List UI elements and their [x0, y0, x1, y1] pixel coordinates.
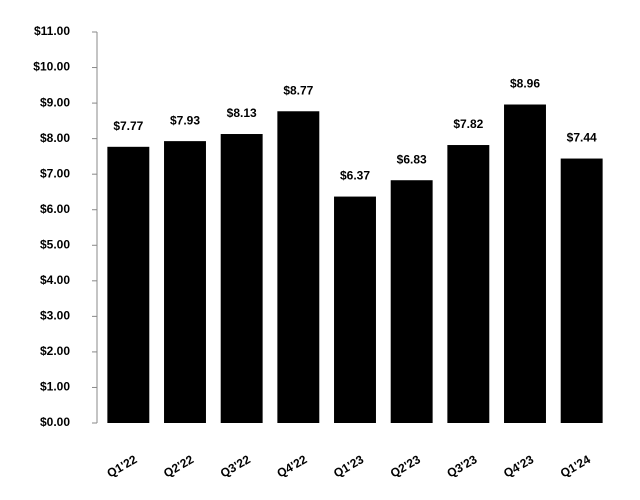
value-label: $7.44 — [567, 131, 597, 145]
x-tick-label: Q3'22 — [218, 452, 253, 480]
y-tick-label: $2.00 — [40, 344, 70, 358]
bar — [107, 146, 150, 423]
value-label: $8.13 — [227, 106, 257, 120]
value-label: $7.93 — [170, 113, 200, 127]
y-tick-label: $1.00 — [40, 380, 70, 394]
value-label: $6.83 — [397, 152, 427, 166]
value-label: $8.96 — [510, 77, 540, 91]
y-tick-label: $5.00 — [40, 237, 70, 251]
bar — [390, 180, 433, 423]
y-tick-label: $11.00 — [34, 24, 70, 38]
y-tick-label: $9.00 — [40, 95, 70, 109]
x-tick-label: Q1'22 — [105, 452, 140, 480]
y-tick-label: $8.00 — [40, 131, 70, 145]
y-tick-label: $3.00 — [40, 309, 70, 323]
y-tick-label: $6.00 — [40, 202, 70, 216]
x-tick-label: Q2'22 — [161, 452, 196, 480]
bar — [504, 104, 546, 423]
bar — [447, 145, 490, 423]
x-tick-label: Q3'23 — [445, 452, 480, 480]
bar — [334, 196, 376, 423]
x-tick-label: Q1'24 — [558, 452, 593, 480]
x-tick-label: Q2'23 — [388, 452, 423, 480]
x-tick-label: Q4'22 — [275, 452, 310, 480]
bar — [164, 141, 206, 423]
value-label: $6.37 — [340, 169, 370, 183]
value-label: $7.77 — [113, 119, 143, 133]
x-tick-label: Q4'23 — [501, 452, 536, 480]
y-tick-label: $4.00 — [40, 273, 70, 287]
value-label: $8.77 — [283, 83, 313, 97]
x-tick-label: Q1'23 — [331, 452, 366, 480]
y-tick-label: $7.00 — [40, 166, 70, 180]
y-tick-label: $10.00 — [33, 60, 70, 74]
value-label: $7.82 — [453, 117, 483, 131]
y-tick-label: $0.00 — [40, 415, 70, 429]
bar — [220, 134, 263, 424]
bar — [560, 158, 603, 424]
bar — [277, 111, 320, 424]
